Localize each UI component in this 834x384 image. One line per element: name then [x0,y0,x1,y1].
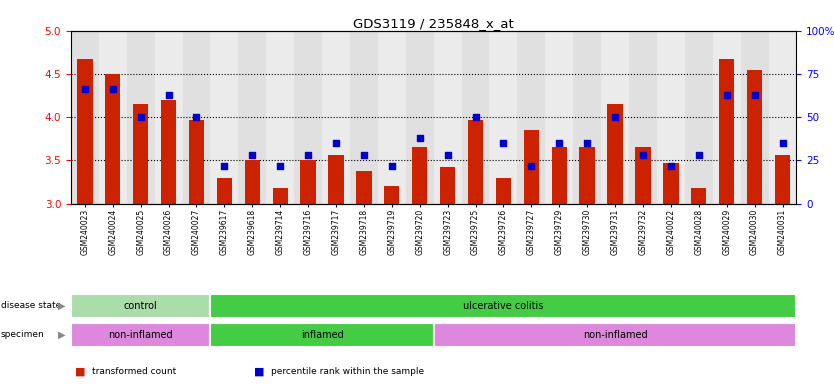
Point [636,152,650,158]
Bar [551,147,567,204]
Bar [183,31,210,204]
Bar [490,31,517,204]
Point [134,114,148,120]
Point [413,135,426,141]
Bar [601,31,629,204]
Bar [434,31,461,204]
Point [162,92,175,98]
Bar [210,31,239,204]
Bar [629,31,657,204]
Bar [517,31,545,204]
Point [301,152,314,158]
Bar [133,104,148,204]
Bar [188,120,204,204]
Point [245,152,259,158]
Text: percentile rank within the sample: percentile rank within the sample [271,367,425,376]
Point [357,152,370,158]
Bar [105,74,120,204]
Bar [78,59,93,204]
Bar [747,70,762,204]
Bar [440,167,455,204]
Point [580,140,594,146]
Bar [412,147,427,204]
Text: control: control [123,301,158,311]
Text: specimen: specimen [1,330,44,339]
Bar [495,178,511,204]
Text: non-inflamed: non-inflamed [583,330,647,340]
Bar [210,294,796,318]
Bar [356,171,372,204]
Bar [378,31,406,204]
Point [385,162,399,169]
Point [497,140,510,146]
Bar [607,104,623,204]
Bar [719,59,735,204]
Bar [769,31,796,204]
Bar [294,31,322,204]
Point [218,162,231,169]
Bar [636,147,651,204]
Bar [71,323,210,347]
Bar [350,31,378,204]
Text: ulcerative colitis: ulcerative colitis [463,301,544,311]
Bar [468,120,483,204]
Point [553,140,566,146]
Point [720,92,733,98]
Text: ■: ■ [254,367,265,377]
Bar [266,31,294,204]
Bar [127,31,154,204]
Text: disease state: disease state [1,301,61,310]
Bar [461,31,490,204]
Point [664,162,677,169]
Point [329,140,343,146]
Point [469,114,482,120]
Bar [322,31,350,204]
Bar [691,188,706,204]
Text: ▶: ▶ [58,301,66,311]
Point [78,86,92,93]
Bar [71,294,210,318]
Bar [573,31,601,204]
Bar [239,31,266,204]
Point [776,140,789,146]
Point [692,152,706,158]
Bar [580,147,595,204]
Bar [154,31,183,204]
Bar [406,31,434,204]
Text: inflamed: inflamed [301,330,344,340]
Bar [329,155,344,204]
Bar [98,31,127,204]
Text: ■: ■ [75,367,86,377]
Text: transformed count: transformed count [92,367,176,376]
Bar [71,31,98,204]
Bar [384,186,399,204]
Point [748,92,761,98]
Bar [775,155,790,204]
Point [274,162,287,169]
Bar [663,163,679,204]
Bar [217,178,232,204]
Text: non-inflamed: non-inflamed [108,330,173,340]
Bar [713,31,741,204]
Bar [273,188,288,204]
Bar [545,31,573,204]
Title: GDS3119 / 235848_x_at: GDS3119 / 235848_x_at [354,17,514,30]
Bar [161,100,176,204]
Bar [210,323,434,347]
Point [525,162,538,169]
Point [106,86,119,93]
Bar [300,161,316,204]
Bar [657,31,685,204]
Bar [685,31,713,204]
Text: ▶: ▶ [58,329,66,339]
Bar [244,161,260,204]
Point [441,152,455,158]
Bar [741,31,769,204]
Bar [524,130,539,204]
Point [190,114,203,120]
Point [608,114,621,120]
Bar [434,323,796,347]
